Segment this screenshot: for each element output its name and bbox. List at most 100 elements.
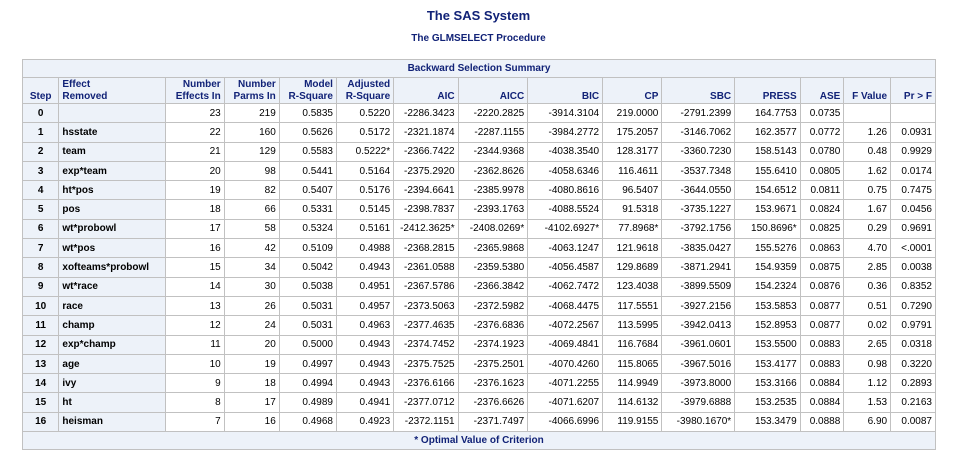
cell-effect-removed: exp*champ [58,334,167,355]
cell-adjusted-rsquare: 0.4943 [335,373,395,394]
col-header-number-parms-in: Number Parms In [223,77,280,104]
cell-number-effects-in: 21 [165,141,225,162]
cell-step: 1 [21,122,60,143]
cell-aicc: -2393.1763 [457,199,529,220]
cell-step: 10 [21,295,60,317]
table-row: 3 exp*team 20 98 0.5441 0.5164 -2375.2920 -2362… [21,160,936,182]
table-row: 0 23 219 0.5835 0.5220 -2286.3423 -2220.2825 -3… [21,102,936,124]
cell-cp: 91.5318 [602,199,663,220]
cell-aic: -2286.3423 [393,102,459,124]
cell-press: 158.5143 [734,141,801,162]
cell-f-value: 0.75 [843,180,892,201]
cell-sbc: -3942.0413 [661,315,736,336]
cell-aicc: -2408.0269* [457,218,529,240]
cell-aic: -2321.1874 [393,122,459,143]
cell-aic: -2398.7837 [393,199,459,220]
cell-f-value: 1.67 [843,199,892,220]
cell-cp: 115.8065 [602,353,663,375]
cell-number-parms-in: 17 [223,392,280,413]
cell-sbc: -3644.0550 [661,180,736,201]
cell-f-value [843,102,892,124]
cell-effect-removed: team [58,141,167,162]
cell-ase: 0.0811 [799,180,845,201]
cell-aic: -2376.6166 [393,373,459,394]
cell-aic: -2372.1151 [393,411,459,433]
cell-press: 153.3479 [734,411,801,433]
cell-f-value: 0.02 [843,315,892,336]
cell-press: 152.8953 [734,315,801,336]
cell-model-rsquare: 0.4997 [278,353,337,375]
cell-aicc: -2376.1623 [457,373,529,394]
cell-bic: -4068.4475 [527,295,604,317]
cell-aicc: -2385.9978 [457,180,529,201]
cell-step: 15 [21,392,60,413]
cell-aic: -2374.7452 [393,334,459,355]
col-header-cp: CP [602,77,663,104]
cell-f-value: 4.70 [843,238,892,259]
cell-adjusted-rsquare: 0.4957 [335,295,395,317]
cell-cp: 77.8968* [602,218,663,240]
table-row: 1 hsstate 22 160 0.5626 0.5172 -2321.1874 -2287… [21,122,936,143]
cell-model-rsquare: 0.5835 [278,102,337,124]
cell-effect-removed: age [58,353,167,375]
table-row: 15 ht 8 17 0.4989 0.4941 -2377.0712 -2376.6626-… [21,392,936,413]
cell-sbc: -2791.2399 [661,102,736,124]
cell-sbc: -3967.5016 [661,353,736,375]
cell-sbc: -3360.7230 [661,141,736,162]
cell-number-effects-in: 10 [165,353,225,375]
cell-aicc: -2365.9868 [457,238,529,259]
cell-adjusted-rsquare: 0.4923 [335,411,395,433]
cell-ase: 0.0884 [799,373,845,394]
cell-number-parms-in: 30 [223,276,280,297]
cell-step: 9 [21,276,60,297]
col-header-pr-f: Pr > F [890,77,936,104]
cell-ase: 0.0825 [799,218,845,240]
cell-pr-f: <.0001 [890,238,936,259]
cell-model-rsquare: 0.4989 [278,392,337,413]
cell-adjusted-rsquare: 0.5220 [335,102,395,124]
cell-adjusted-rsquare: 0.4943 [335,353,395,375]
cell-press: 154.2324 [734,276,801,297]
cell-pr-f: 0.0456 [890,199,936,220]
cell-model-rsquare: 0.5038 [278,276,337,297]
cell-aic: -2375.2920 [393,160,459,182]
cell-cp: 119.9155 [602,411,663,433]
cell-adjusted-rsquare: 0.5172 [335,122,395,143]
cell-number-parms-in: 98 [223,160,280,182]
cell-sbc: -3927.2156 [661,295,736,317]
cell-aic: -2412.3625* [393,218,459,240]
cell-bic: -4080.8616 [527,180,604,201]
col-header-sbc: SBC [661,77,736,104]
cell-f-value: 0.29 [843,218,892,240]
cell-bic: -3984.2772 [527,122,604,143]
cell-sbc: -3973.8000 [661,373,736,394]
cell-aicc: -2372.5982 [457,295,529,317]
cell-number-parms-in: 16 [223,411,280,433]
cell-aic: -2368.2815 [393,238,459,259]
cell-ase: 0.0877 [799,295,845,317]
cell-ase: 0.0877 [799,315,845,336]
cell-ase: 0.0884 [799,392,845,413]
cell-aicc: -2376.6836 [457,315,529,336]
cell-cp: 116.7684 [602,334,663,355]
cell-ase: 0.0883 [799,353,845,375]
cell-effect-removed: heisman [58,411,167,433]
cell-press: 164.7753 [734,102,801,124]
cell-sbc: -3961.0601 [661,334,736,355]
cell-ase: 0.0805 [799,160,845,182]
cell-aicc: -2344.9368 [457,141,529,162]
cell-effect-removed: wt*probowl [58,218,167,240]
cell-press: 153.9671 [734,199,801,220]
cell-press: 153.5500 [734,334,801,355]
cell-cp: 113.5995 [602,315,663,336]
cell-adjusted-rsquare: 0.4941 [335,392,395,413]
page-title: The SAS System [426,8,531,23]
cell-step: 2 [21,141,60,162]
cell-pr-f: 0.0174 [890,160,936,182]
cell-aicc: -2376.6626 [457,392,529,413]
cell-step: 6 [21,218,60,240]
cell-bic: -4071.2255 [527,373,604,394]
cell-model-rsquare: 0.4994 [278,373,337,394]
col-header-ase: ASE [799,77,845,104]
cell-aic: -2361.0588 [393,257,459,278]
